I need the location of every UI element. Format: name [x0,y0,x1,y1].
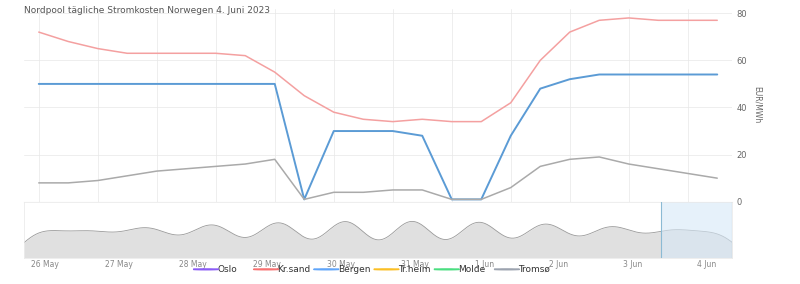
Text: Kr.sand: Kr.sand [278,265,310,274]
Text: 29 May: 29 May [253,260,281,269]
Text: 26 May: 26 May [31,260,59,269]
Text: 1 Jun: 1 Jun [474,260,494,269]
Text: 31 May: 31 May [401,260,429,269]
Circle shape [254,269,279,270]
Text: Tromsø: Tromsø [518,265,550,274]
Text: Bergen: Bergen [338,265,370,274]
Text: 4 Jun: 4 Jun [697,260,716,269]
Text: Nordpool tägliche Stromkosten Norwegen 4. Juni 2023: Nordpool tägliche Stromkosten Norwegen 4… [24,6,270,15]
Circle shape [314,269,339,270]
Text: 3 Jun: 3 Jun [622,260,642,269]
Circle shape [434,269,459,270]
Text: 30 May: 30 May [327,260,355,269]
Text: Molde: Molde [458,265,486,274]
Y-axis label: EUR/MWh: EUR/MWh [752,87,762,124]
Text: 28 May: 28 May [179,260,206,269]
Text: 2 Jun: 2 Jun [549,260,568,269]
Text: Tr.heim: Tr.heim [398,265,430,274]
Circle shape [494,269,520,270]
Circle shape [374,269,399,270]
Circle shape [194,269,218,270]
Bar [662,202,732,258]
Text: 27 May: 27 May [105,260,133,269]
Text: Oslo: Oslo [218,265,237,274]
